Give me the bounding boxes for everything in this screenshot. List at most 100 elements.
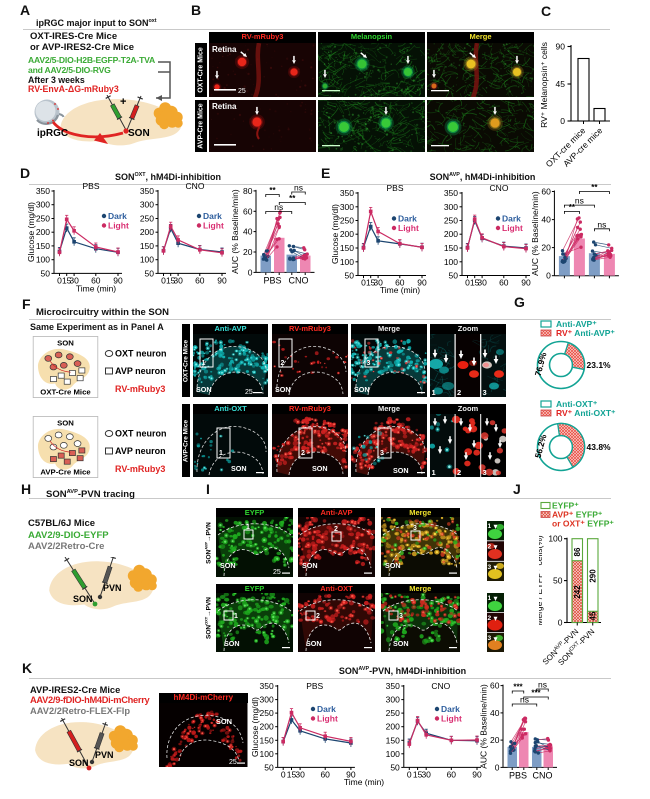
svg-text:Dark: Dark [441, 704, 460, 714]
svg-text:150: 150 [340, 243, 354, 253]
svg-text:90: 90 [217, 275, 227, 285]
svg-text:60: 60 [447, 769, 457, 779]
svg-text:Light: Light [317, 714, 338, 724]
svg-text:250: 250 [444, 216, 458, 226]
svg-text:1: 1 [219, 450, 223, 457]
svg-text:Light: Light [441, 714, 462, 724]
svg-text:SON: SON [312, 464, 328, 473]
svg-text:SON: SON [354, 385, 370, 394]
svg-text:90: 90 [113, 275, 123, 285]
svg-text:+: + [120, 96, 126, 108]
svg-text:AUC (% Baseline/min): AUC (% Baseline/min) [230, 189, 240, 274]
svg-text:ns: ns [274, 202, 283, 212]
svg-text:250: 250 [260, 708, 274, 718]
svg-text:Time (min): Time (min) [76, 284, 116, 294]
svg-text:300: 300 [340, 202, 354, 212]
svg-text:SON: SON [275, 385, 291, 394]
svg-text:***: *** [513, 683, 523, 692]
svg-text:SON: SON [385, 561, 401, 570]
svg-text:Glucose (mg/dl): Glucose (mg/dl) [330, 204, 340, 264]
svg-text:90: 90 [556, 42, 566, 52]
svg-text:ns: ns [597, 219, 606, 229]
svg-text:20: 20 [490, 735, 500, 745]
svg-text:OXT neuron: OXT neuron [115, 428, 167, 438]
svg-text:0: 0 [465, 278, 470, 288]
svg-text:CNO: CNO [186, 181, 205, 191]
svg-text:100: 100 [36, 255, 50, 265]
svg-text:Light: Light [398, 223, 419, 233]
svg-text:SON: SON [57, 418, 74, 427]
svg-text:SON: SON [57, 338, 74, 347]
svg-text:PVN: PVN [95, 750, 114, 760]
svg-text:SON: SON [73, 594, 93, 604]
svg-text:0: 0 [546, 271, 551, 281]
svg-text:1: 1 [488, 595, 492, 602]
svg-text:0: 0 [248, 267, 253, 277]
svg-text:100: 100 [340, 257, 354, 267]
svg-text:3: 3 [483, 388, 487, 397]
svg-text:1: 1 [234, 613, 238, 620]
svg-text:25: 25 [229, 759, 237, 766]
svg-text:SON: SON [302, 561, 318, 570]
svg-text:25: 25 [273, 569, 281, 576]
svg-text:200: 200 [386, 722, 400, 732]
svg-text:Light: Light [108, 221, 129, 231]
svg-text:1: 1 [488, 523, 492, 530]
svg-text:300: 300 [140, 200, 154, 210]
svg-text:30: 30 [69, 275, 79, 285]
svg-text:15: 15 [62, 275, 72, 285]
svg-text:90: 90 [346, 769, 356, 779]
svg-text:60: 60 [541, 187, 551, 197]
svg-text:1: 1 [246, 524, 250, 531]
svg-text:50: 50 [41, 268, 51, 278]
svg-text:50: 50 [264, 762, 274, 772]
svg-text:3: 3 [367, 360, 371, 367]
svg-text:50: 50 [390, 762, 400, 772]
svg-text:or OXT⁺ EYFP⁺: or OXT⁺ EYFP⁺ [552, 519, 614, 529]
svg-text:RV⁺ Melanopsin⁺ cells: RV⁺ Melanopsin⁺ cells [539, 42, 549, 128]
svg-text:300: 300 [386, 695, 400, 705]
svg-text:350: 350 [386, 681, 400, 691]
svg-text:0: 0 [407, 769, 412, 779]
svg-text:20: 20 [243, 247, 253, 257]
svg-text:290: 290 [589, 569, 598, 583]
svg-text:20: 20 [541, 243, 551, 253]
svg-text:30: 30 [295, 769, 305, 779]
svg-text:Dark: Dark [203, 211, 222, 221]
svg-text:0: 0 [57, 275, 62, 285]
svg-text:SON: SON [393, 639, 409, 648]
svg-text:Dark: Dark [398, 214, 417, 224]
svg-text:0: 0 [281, 769, 286, 779]
svg-text:300: 300 [444, 202, 458, 212]
svg-text:Light: Light [203, 221, 224, 231]
svg-text:300: 300 [260, 695, 274, 705]
svg-text:PBS: PBS [263, 275, 281, 285]
svg-text:2: 2 [488, 544, 492, 551]
svg-text:30: 30 [173, 275, 183, 285]
svg-text:AVP⁺ EYFP⁺: AVP⁺ EYFP⁺ [552, 510, 603, 520]
svg-text:15: 15 [470, 278, 480, 288]
svg-text:CNO: CNO [289, 275, 309, 285]
svg-text:RV-mRuby3: RV-mRuby3 [115, 384, 165, 394]
svg-text:1: 1 [202, 360, 206, 367]
svg-text:250: 250 [340, 216, 354, 226]
svg-text:AVP neuron: AVP neuron [115, 446, 166, 456]
svg-text:100: 100 [140, 255, 154, 265]
svg-text:15: 15 [366, 278, 376, 288]
svg-text:50: 50 [449, 271, 459, 281]
svg-text:0: 0 [560, 116, 565, 126]
svg-text:45: 45 [556, 79, 566, 89]
svg-text:CNO: CNO [431, 681, 450, 691]
svg-text:2: 2 [301, 450, 305, 457]
svg-text:SON: SON [224, 639, 240, 648]
svg-text:350: 350 [36, 186, 50, 196]
svg-text:40: 40 [490, 708, 500, 718]
svg-text:Retina: Retina [212, 45, 237, 54]
svg-text:Time (min): Time (min) [344, 777, 384, 787]
svg-text:3: 3 [380, 450, 384, 457]
svg-text:PBS: PBS [509, 770, 527, 780]
svg-text:0: 0 [161, 275, 166, 285]
svg-text:SON: SON [196, 385, 212, 394]
svg-text:Time (min): Time (min) [380, 285, 420, 295]
svg-text:90: 90 [521, 278, 531, 288]
